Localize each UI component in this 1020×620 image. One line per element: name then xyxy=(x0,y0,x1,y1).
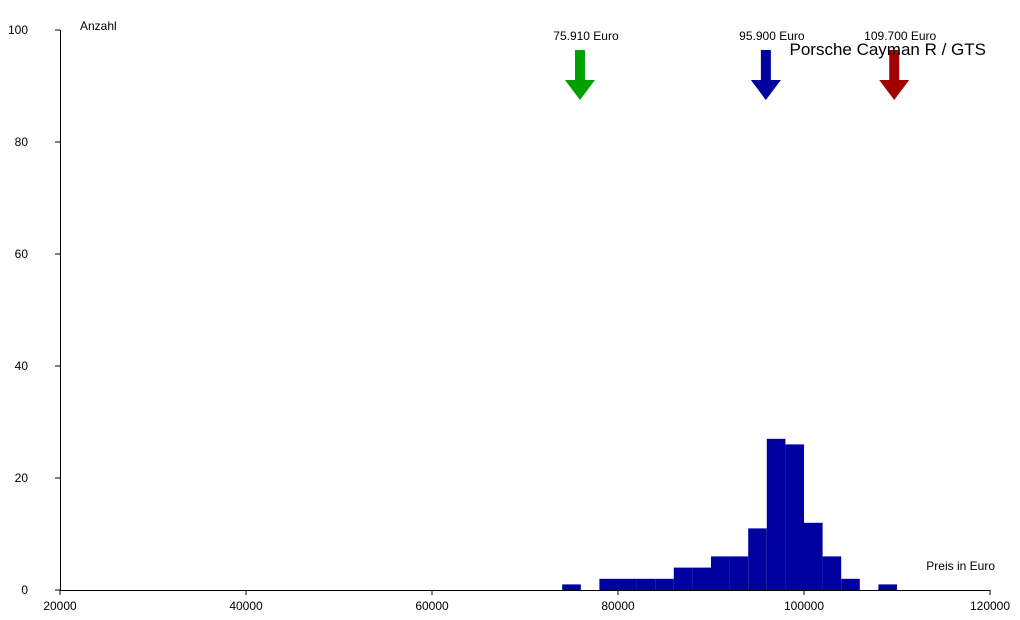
y-tick-label-0: 0 xyxy=(21,583,28,597)
histogram-bar-6 xyxy=(692,567,711,590)
y-tick-label-4: 80 xyxy=(15,135,29,149)
x-tick-label-0: 20000 xyxy=(43,599,77,613)
marker-max: 109.700 Euro xyxy=(864,29,937,100)
histogram-bar-10 xyxy=(766,438,786,590)
marker-label-min: 75.910 Euro xyxy=(553,29,619,43)
histogram-bar-15 xyxy=(878,584,897,590)
y-tick-label-1: 20 xyxy=(15,471,29,485)
marker-label-avg: 95.900 Euro xyxy=(739,29,805,43)
down-arrow-icon xyxy=(750,50,781,100)
x-tick-label-3: 80000 xyxy=(601,599,635,613)
histogram-bar-13 xyxy=(822,556,842,590)
histogram-bar-9 xyxy=(748,528,767,590)
x-axis-label: Preis in Euro xyxy=(926,559,995,573)
y-ticks-layer: 0 20 40 60 80 100 xyxy=(8,23,60,597)
histogram-bar-1 xyxy=(599,578,618,590)
x-tick-label-4: 100000 xyxy=(784,599,824,613)
y-tick-label-2: 40 xyxy=(15,359,29,373)
x-ticks-layer: 20000 40000 60000 80000 100000 120000 xyxy=(43,590,1010,613)
x-tick-label-5: 120000 xyxy=(970,599,1010,613)
histogram-bar-8 xyxy=(729,556,749,590)
x-tick-label-2: 60000 xyxy=(415,599,449,613)
marker-avg: 95.900 Euro xyxy=(739,29,805,100)
histogram-bar-7 xyxy=(711,556,730,590)
histogram-bar-3 xyxy=(636,578,656,590)
y-tick-label-3: 60 xyxy=(15,247,29,261)
marker-label-max: 109.700 Euro xyxy=(864,29,936,43)
histogram-bar-11 xyxy=(785,444,804,590)
histogram-bar-4 xyxy=(655,578,674,590)
markers-layer: 75.910 Euro 95.900 Euro 109.700 Euro xyxy=(553,29,937,100)
histogram-bar-5 xyxy=(673,567,693,590)
marker-min: 75.910 Euro xyxy=(553,29,619,100)
histogram-bar-12 xyxy=(804,522,823,590)
chart-title: Porsche Cayman R / GTS xyxy=(789,40,986,59)
histogram-bar-14 xyxy=(841,578,860,590)
y-tick-label-5: 100 xyxy=(8,23,28,37)
bars-layer xyxy=(562,438,897,590)
histogram-bar-2 xyxy=(618,578,637,590)
axes-layer xyxy=(60,30,990,591)
down-arrow-icon xyxy=(564,50,595,100)
histogram-bar-0 xyxy=(562,584,581,590)
y-axis-label: Anzahl xyxy=(80,19,117,33)
down-arrow-icon xyxy=(879,50,910,100)
x-tick-label-1: 40000 xyxy=(229,599,263,613)
